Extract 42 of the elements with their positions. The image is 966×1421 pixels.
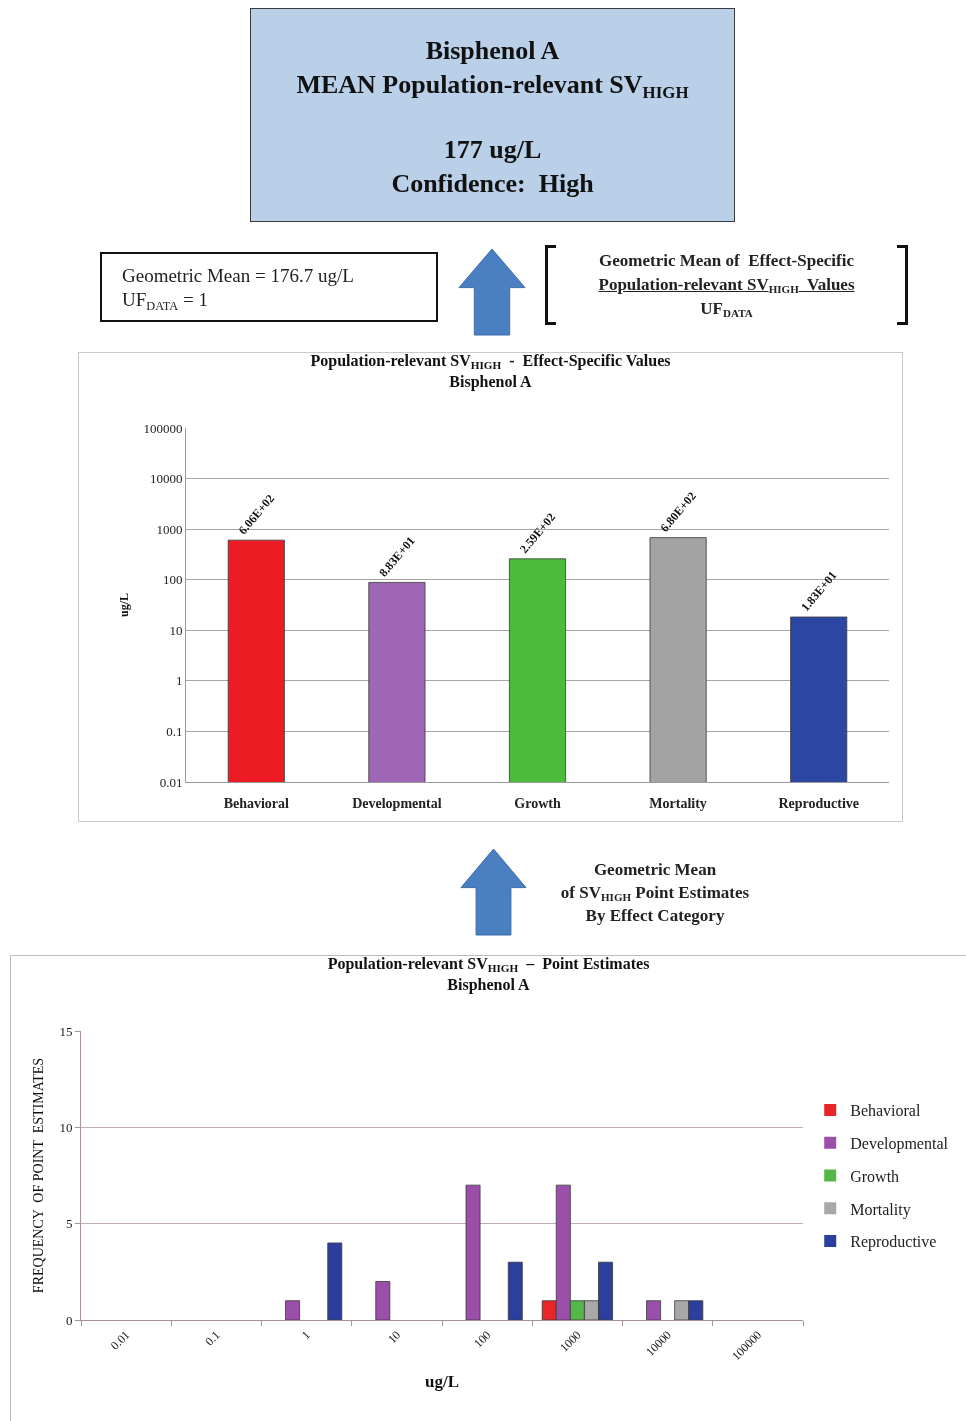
text: Geometric Mean of Effect-Specific Population-relevant SV$_{HIGH}$ Values UF$_{DATA}$ (598, 251, 855, 320)
chart-title: Population-relevant SV$_{HIGH}$ - Effect-Specific Values Bisphenol A (310, 352, 671, 391)
y-tick-label: 1 (175, 673, 183, 689)
x-tick-label: 0.1 (202, 1327, 223, 1349)
legend-label: Growth (850, 1167, 900, 1185)
result-box: Geometric Mean = 176.7 ug/L UF$_{DATA}$ = 1 (100, 252, 438, 322)
legend-label: Mortality (850, 1200, 911, 1219)
y-tick-label: 1000 (156, 521, 183, 537)
y-tick-label: 10 (169, 622, 183, 638)
x-tick-label: Growth (514, 795, 561, 811)
bar (375, 1281, 391, 1320)
y-tick-label: 10 (59, 1119, 73, 1135)
y-tick-label: 10000 (149, 471, 183, 487)
y-tick-label: 100000 (143, 420, 183, 436)
legend-label: Reproductive (850, 1233, 937, 1252)
bar (327, 1242, 343, 1320)
y-tick-label: 0.01 (159, 774, 183, 790)
bar (507, 1261, 523, 1320)
x-tick-label: 1 (298, 1327, 313, 1343)
bar (646, 1300, 661, 1320)
x-tick-label: Developmental (352, 795, 442, 811)
y-tick-label: 0.1 (166, 723, 183, 739)
y-tick-label: 15 (59, 1023, 73, 1039)
y-axis-title: ug/L (116, 592, 131, 618)
summary-box: Bisphenol A MEAN Population-relevant SV$_{HIGH}$ 177 ug/L Confidence: High (250, 8, 735, 222)
y-tick-label: 100 (162, 572, 183, 588)
bar (465, 1184, 481, 1320)
text: Geometric Mean of SV$_{HIGH}$ Point Estimates By Effect Category (560, 860, 750, 925)
x-tick-label: Reproductive (778, 795, 860, 811)
x-tick-label: 100 (470, 1327, 494, 1351)
x-tick-label: Mortality (649, 795, 707, 811)
legend-label: Developmental (850, 1134, 949, 1153)
x-axis-title: ug/L (424, 1371, 460, 1391)
bar (285, 1300, 300, 1320)
x-tick-label: 10 (384, 1327, 404, 1347)
y-tick-label: 0 (65, 1312, 73, 1328)
x-tick-label: Behavioral (223, 795, 290, 811)
legend-label: Behavioral (850, 1102, 921, 1120)
x-tick-label: 0.01 (107, 1327, 133, 1353)
y-tick-label: 5 (65, 1216, 73, 1232)
y-axis-title: FREQUENCY OF POINT ESTIMATES (31, 1057, 46, 1294)
chart-title: Population-relevant SV$_{HIGH}$ – Point Estimates Bisphenol A (327, 955, 650, 994)
